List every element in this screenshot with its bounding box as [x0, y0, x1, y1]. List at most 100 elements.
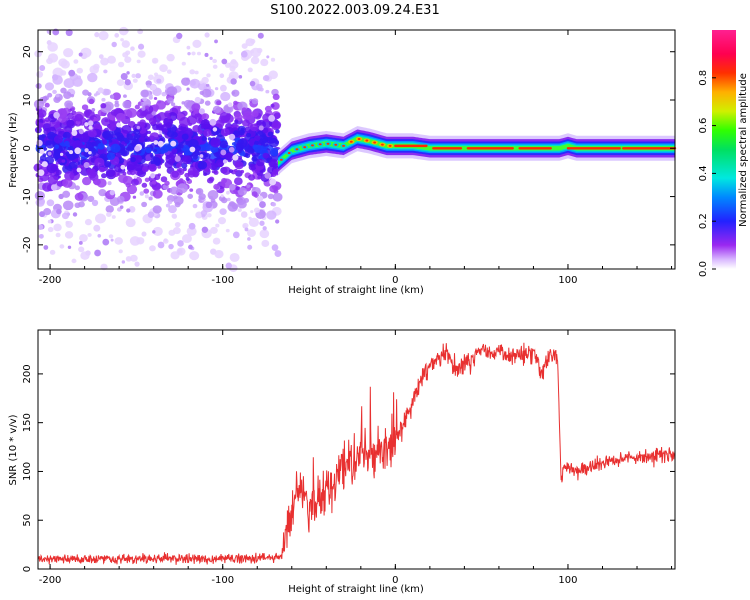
spectrogram-blob	[141, 231, 147, 237]
spectrogram-blob	[240, 169, 245, 174]
spectrogram-blob	[92, 65, 98, 70]
spectrogram-blob	[144, 177, 150, 183]
spectrogram-blob	[221, 58, 228, 65]
spectrogram-blob	[37, 122, 44, 129]
spectrogram-blob	[248, 216, 252, 220]
spectrogram-blob	[88, 125, 93, 130]
y-tick-label: 150	[22, 413, 33, 432]
spectrogram-blob	[234, 168, 238, 173]
spectrogram-blob	[102, 238, 110, 246]
spectrogram-blob	[157, 165, 162, 169]
spectrogram-blob	[198, 108, 205, 115]
spectrogram-blob	[270, 103, 275, 108]
spectrogram-ridge-dot-core	[357, 137, 361, 140]
spectrogram-blob	[53, 96, 61, 103]
spectrogram-blob	[63, 48, 74, 58]
spectrogram-blob	[39, 65, 46, 71]
spectrogram-blob	[212, 58, 218, 64]
spectrogram-blob	[142, 96, 148, 102]
spectrogram-blob	[43, 147, 48, 151]
spectrogram-blob	[101, 97, 106, 102]
spectrogram-ridge-dot-core	[373, 141, 377, 144]
spectrogram-blob	[130, 254, 138, 262]
spectrogram-blob	[46, 40, 52, 46]
spectrogram-blob	[238, 150, 242, 154]
spectrogram-blob	[108, 123, 117, 131]
spectrogram-ridge-dot-core	[303, 146, 307, 149]
spectrogram-blob	[247, 244, 253, 250]
spectrogram-blob	[228, 169, 234, 173]
spectrogram-blob	[222, 159, 228, 164]
spectrogram-blob	[208, 176, 215, 182]
snr-ylabel: SNR (10 * v/v)	[8, 414, 19, 485]
spectrogram-blob	[39, 211, 46, 218]
colorbar-tick-label: 0.2	[698, 213, 709, 229]
spectrogram-blob	[225, 228, 230, 233]
spectrogram-blob	[196, 51, 202, 56]
spectrogram-blob	[47, 219, 52, 224]
colorbar: 0.0 0.2 0.4 0.6 0.8 Normalized spectral ampl…	[698, 30, 749, 277]
spectrogram-blob	[89, 168, 96, 174]
spectrogram-blob	[216, 100, 222, 106]
spectrogram-blob	[73, 59, 79, 64]
spectrogram-blob	[187, 167, 197, 176]
spectrogram-blob	[268, 137, 279, 148]
spectrogram-blob	[158, 130, 163, 135]
spectrogram-blob	[37, 169, 45, 177]
spectrogram-blob	[125, 256, 132, 262]
spectrogram-ridge-dot-core	[295, 148, 299, 151]
spectrogram-blob	[228, 201, 236, 207]
spectrogram-blob	[153, 72, 159, 77]
spectrogram-blob	[85, 250, 91, 256]
spectrogram-blob	[100, 57, 109, 66]
spectrogram-blob	[71, 258, 77, 264]
spectrogram-blob	[152, 123, 160, 131]
spectrogram-blob	[93, 224, 101, 232]
snr-series-line	[37, 342, 676, 565]
spectrogram-blob	[136, 125, 140, 130]
spectrogram-blob	[58, 130, 62, 134]
spectrogram-blob	[72, 212, 78, 217]
spectrogram-blob	[121, 260, 126, 264]
spectrogram-blob	[65, 220, 73, 228]
spectrogram-blob	[52, 89, 57, 95]
spectrogram-blob	[148, 117, 157, 125]
spectrogram-blob	[268, 70, 278, 80]
spectrogram-blob	[146, 84, 151, 88]
spectrogram-blob	[202, 129, 212, 137]
spectrogram-blob	[215, 223, 220, 228]
spectrogram-blob	[266, 55, 270, 59]
spectrogram-blob	[67, 245, 72, 250]
spectrogram-blob	[272, 93, 280, 101]
spectrogram-blob	[167, 200, 173, 205]
spectrogram-blob	[125, 50, 131, 56]
spectrogram-blob	[126, 71, 130, 75]
spectrogram-blob	[64, 100, 74, 109]
spectrogram-blob	[74, 185, 80, 191]
spectrogram-blob	[47, 92, 53, 98]
spectrogram-blob	[219, 73, 225, 79]
spectrogram-blob	[176, 32, 183, 40]
spectrogram-blob	[107, 181, 112, 186]
spectrogram-blob	[137, 50, 146, 58]
spectrogram-blob	[141, 201, 148, 208]
spectrogram-blob	[259, 220, 265, 226]
spectrogram-blob	[39, 233, 44, 239]
spectrogram-blob	[62, 178, 73, 188]
spectrogram-blob	[64, 231, 74, 239]
spectrogram-blob	[213, 170, 219, 175]
spectrogram-blob	[84, 122, 89, 127]
spectrogram-blob	[237, 199, 247, 209]
spectrogram-blob	[182, 156, 189, 162]
spectrogram-blob	[137, 121, 141, 125]
spectrogram-blob	[242, 222, 249, 229]
spectrogram-blob	[214, 39, 218, 44]
spectrogram-blob	[250, 210, 254, 214]
spectrogram-blob	[171, 170, 179, 178]
spectrogram-blob	[108, 234, 114, 239]
spectrogram-blob	[55, 169, 62, 176]
spectrogram-blob	[242, 119, 250, 127]
spectrogram-blob	[269, 178, 277, 186]
spectrogram-blob	[168, 205, 177, 214]
spectrogram-blob	[215, 119, 225, 128]
